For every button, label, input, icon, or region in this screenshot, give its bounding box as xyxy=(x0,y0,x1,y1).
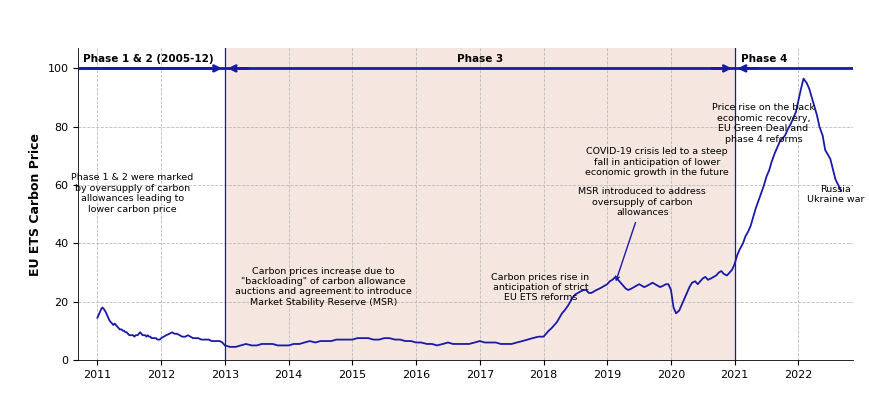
Y-axis label: EU ETS Carbon Price: EU ETS Carbon Price xyxy=(29,132,42,276)
Text: Phase 4: Phase 4 xyxy=(740,54,786,64)
Text: Carbon prices increase due to
"backloading" of carbon allowance
auctions and agr: Carbon prices increase due to "backloadi… xyxy=(235,267,412,307)
Text: Russia
Ukraine war: Russia Ukraine war xyxy=(806,185,863,204)
Text: Phase 1 & 2 (2005-12): Phase 1 & 2 (2005-12) xyxy=(83,54,214,64)
Text: COVID-19 crisis led to a steep
fall in anticipation of lower
economic growth in : COVID-19 crisis led to a steep fall in a… xyxy=(585,147,728,177)
Text: Phase 1 & 2 were marked
by oversupply of carbon
allowances leading to
lower carb: Phase 1 & 2 were marked by oversupply of… xyxy=(71,173,194,214)
Bar xyxy=(224,48,733,360)
Text: MSR introduced to address
oversupply of carbon
allowances: MSR introduced to address oversupply of … xyxy=(578,187,706,280)
Text: Carbon prices rise in
anticipation of strict
EU ETS reforms: Carbon prices rise in anticipation of st… xyxy=(491,272,588,302)
Text: Phase 3: Phase 3 xyxy=(456,54,502,64)
Text: Price rise on the back
economic recovery,
EU Green Deal and
phase 4 reforms: Price rise on the back economic recovery… xyxy=(711,104,814,144)
